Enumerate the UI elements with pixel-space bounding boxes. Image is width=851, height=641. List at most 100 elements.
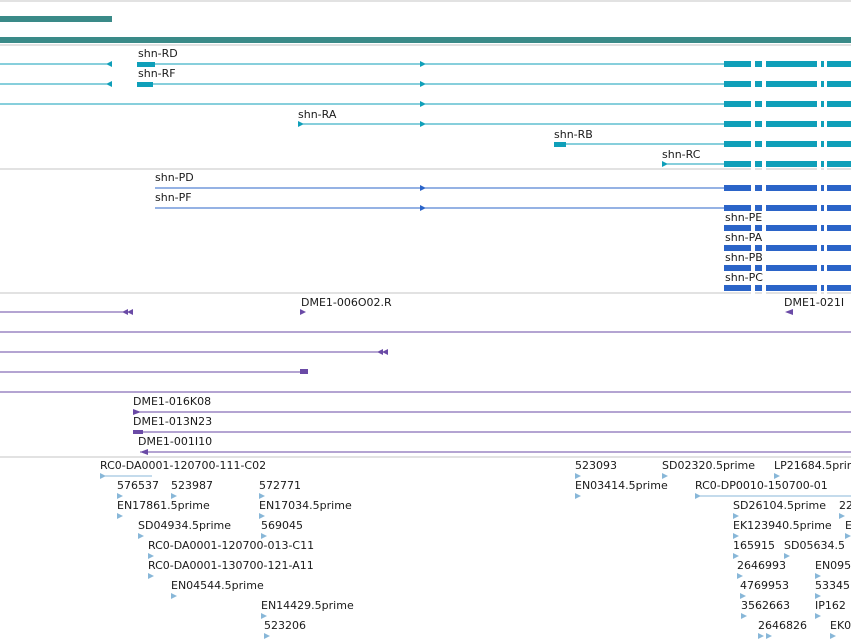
est-feature[interactable]: [148, 573, 154, 579]
est-label: 4769953: [740, 579, 789, 592]
clone-label: DME1-016K08: [133, 395, 211, 408]
transcript-feature[interactable]: [0, 81, 851, 87]
est-label: 53345: [815, 579, 850, 592]
est-feature[interactable]: [171, 493, 177, 499]
transcript-label: shn-RA: [298, 108, 337, 121]
est-feature[interactable]: [784, 553, 790, 559]
est-label: RC0-DA0001-120700-013-C11: [148, 539, 314, 552]
est-label: 576537: [117, 479, 159, 492]
est-feature[interactable]: [171, 593, 177, 599]
est-label: 22: [839, 499, 851, 512]
est-label: EN17034.5prime: [259, 499, 352, 512]
protein-label: shn-PB: [725, 251, 763, 264]
protein-feature[interactable]: [724, 265, 851, 271]
est-feature[interactable]: [575, 473, 581, 479]
est-label: 2646826: [758, 619, 807, 632]
est-feature[interactable]: [138, 533, 144, 539]
transcript-label: shn-RF: [138, 67, 176, 80]
clone-label: DME1-021I: [784, 296, 844, 309]
est-feature[interactable]: [575, 493, 581, 499]
protein-feature[interactable]: [155, 185, 851, 191]
protein-label: shn-PF: [155, 191, 192, 204]
gene-feature-bar[interactable]: [0, 37, 851, 43]
est-feature[interactable]: [830, 633, 836, 639]
transcript-feature[interactable]: [0, 61, 851, 67]
est-feature[interactable]: [261, 613, 267, 619]
transcript-label: shn-RC: [662, 148, 701, 161]
est-label: E: [845, 519, 851, 532]
clone-feature[interactable]: [140, 449, 851, 455]
est-feature[interactable]: [148, 553, 154, 559]
est-label: EN095: [815, 559, 851, 572]
clone-feature[interactable]: [0, 309, 133, 315]
est-feature[interactable]: [758, 633, 764, 639]
est-label: IP162: [815, 599, 846, 612]
est-label: EN17861.5prime: [117, 499, 210, 512]
est-feature[interactable]: [845, 533, 851, 539]
protein-label: shn-PD: [155, 171, 194, 184]
protein-label: shn-PC: [725, 271, 763, 284]
est-label: 523206: [264, 619, 306, 632]
est-feature[interactable]: [733, 513, 739, 519]
clone-feature[interactable]: [785, 309, 793, 315]
est-label: 569045: [261, 519, 303, 532]
est-label: RC0-DP0010-150700-01: [695, 479, 828, 492]
clone-feature[interactable]: [133, 430, 851, 434]
est-label: SD04934.5prime: [138, 519, 231, 532]
est-feature[interactable]: [741, 613, 747, 619]
clone-feature[interactable]: [0, 349, 388, 355]
transcript-label: shn-RD: [138, 47, 178, 60]
est-feature[interactable]: [815, 593, 821, 599]
protein-feature[interactable]: [724, 225, 851, 231]
clone-label: DME1-001I10: [138, 435, 212, 448]
protein-label: shn-PA: [725, 231, 763, 244]
est-label: EN04544.5prime: [171, 579, 264, 592]
est-feature[interactable]: [100, 473, 152, 479]
est-feature[interactable]: [662, 473, 668, 479]
transcript-label: shn-RB: [554, 128, 593, 141]
est-label: 165915: [733, 539, 775, 552]
est-feature[interactable]: [740, 593, 746, 599]
clone-label: DME1-006O02.R: [301, 296, 392, 309]
est-label: SD02320.5prime: [662, 459, 755, 472]
est-feature[interactable]: [261, 533, 267, 539]
est-label: 523987: [171, 479, 213, 492]
est-feature[interactable]: [815, 613, 821, 619]
est-label: SD26104.5prime: [733, 499, 826, 512]
est-label: 3562663: [741, 599, 790, 612]
clone-feature[interactable]: [0, 369, 308, 374]
clone-feature[interactable]: [300, 309, 306, 315]
est-label: SD05634.5: [784, 539, 845, 552]
est-feature[interactable]: [264, 633, 270, 639]
transcript-feature[interactable]: [662, 161, 851, 167]
est-label: EK123940.5prime: [733, 519, 832, 532]
transcript-feature[interactable]: [0, 101, 851, 107]
est-feature[interactable]: [117, 493, 123, 499]
protein-feature[interactable]: [724, 285, 851, 291]
est-label: RC0-DA0001-130700-121-A11: [148, 559, 314, 572]
est-feature[interactable]: [733, 533, 739, 539]
est-feature[interactable]: [766, 633, 772, 639]
est-label: 2646993: [737, 559, 786, 572]
est-feature[interactable]: [117, 513, 123, 519]
est-feature[interactable]: [774, 473, 780, 479]
clone-label: DME1-013N23: [133, 415, 212, 428]
est-label: LP21684.5prime: [774, 459, 851, 472]
protein-feature[interactable]: [155, 205, 851, 211]
gene-feature-bar[interactable]: [0, 16, 112, 22]
transcript-feature[interactable]: [298, 121, 851, 127]
est-feature[interactable]: [737, 573, 743, 579]
protein-feature[interactable]: [724, 245, 851, 251]
transcript-feature[interactable]: [554, 141, 851, 147]
est-label: EK0: [830, 619, 851, 632]
est-feature[interactable]: [259, 513, 265, 519]
est-feature[interactable]: [695, 493, 851, 499]
est-label: EN03414.5prime: [575, 479, 668, 492]
est-label: 572771: [259, 479, 301, 492]
clone-feature[interactable]: [133, 409, 851, 415]
est-feature[interactable]: [259, 493, 265, 499]
est-feature[interactable]: [733, 553, 739, 559]
est-feature[interactable]: [815, 573, 821, 579]
est-feature[interactable]: [839, 513, 845, 519]
